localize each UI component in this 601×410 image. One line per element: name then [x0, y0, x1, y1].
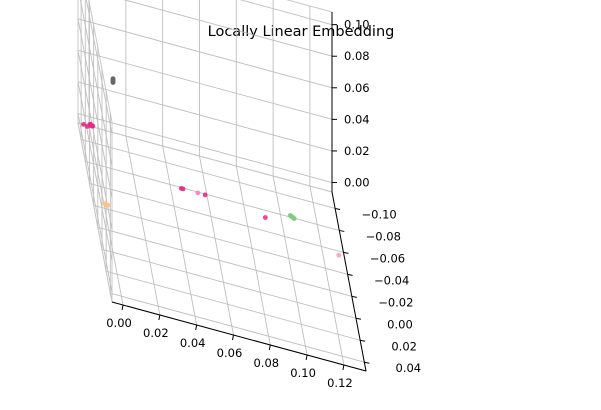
- x-grid-floor: [272, 175, 308, 356]
- x-grid-floor: [199, 155, 234, 336]
- data-point-cluster-1: [105, 202, 111, 208]
- data-point-cluster-5: [195, 190, 201, 196]
- y-tick-label: 0.00: [387, 317, 413, 331]
- x-tick-label: 0.06: [217, 346, 243, 360]
- y-tick: [339, 229, 345, 232]
- x-axis-line: [111, 301, 367, 372]
- x-grid-floor: [125, 135, 161, 316]
- x-grid-floor: [162, 145, 198, 326]
- y-tick: [360, 339, 366, 342]
- y-tick-label: −0.08: [366, 229, 401, 243]
- y-grid-floor: [97, 226, 352, 297]
- axis-lines: [111, 12, 367, 372]
- x-tick: [231, 334, 234, 341]
- x-tick-label: 0.10: [290, 366, 316, 380]
- y-grid-floor: [110, 292, 365, 363]
- z-grid-back: [239, 0, 333, 26]
- x-tick: [305, 354, 308, 361]
- z-tick-label: 0.02: [344, 144, 370, 158]
- data-point-cluster-8: [336, 252, 342, 258]
- z-grid-left: [77, 50, 113, 230]
- data-point-cluster-7: [291, 216, 297, 222]
- grid-lines: [77, 0, 365, 366]
- y-tick-label: −0.06: [370, 251, 405, 265]
- y-tick: [335, 207, 341, 210]
- data-point-cluster-6: [262, 215, 268, 220]
- y-tick-label: 0.02: [391, 339, 417, 353]
- x-grid-floor: [309, 185, 345, 366]
- y-axis-line: [331, 191, 367, 372]
- y-tick: [343, 251, 349, 254]
- z-grid-left: [77, 18, 113, 198]
- data-point-cluster-2: [89, 123, 95, 129]
- y-tick: [355, 317, 362, 320]
- z-grid-left: [79, 0, 113, 167]
- z-tick-label: 0.04: [344, 112, 370, 126]
- y-tick-label: 0.04: [396, 361, 422, 375]
- y-grid-floor: [101, 248, 357, 319]
- data-point-cluster-4: [202, 192, 208, 198]
- y-tick-label: −0.02: [378, 295, 413, 309]
- z-grid-left: [77, 81, 113, 262]
- y-axis-ticks: −0.10 −0.08 −0.06 −0.04 −0.02 0.00 0.02 0.04: [335, 207, 421, 375]
- y-tick: [364, 361, 370, 364]
- z-grid-back: [77, 49, 333, 120]
- z-grid-back: [77, 81, 333, 152]
- y-grid-floor: [93, 204, 348, 275]
- x-tick-label: 0.02: [143, 326, 169, 340]
- x-tick-label: 0.08: [253, 356, 279, 370]
- x-axis-ticks: 0.00 0.02 0.04 0.06 0.08 0.10 0.12: [106, 304, 353, 390]
- data-point-cluster-0: [110, 80, 116, 85]
- x-tick: [342, 364, 345, 371]
- y-grid-floor: [89, 182, 344, 253]
- z-tick-label: 0.10: [344, 18, 370, 32]
- z-axis-ticks: 0.00 0.02 0.04 0.06 0.08 0.10: [332, 18, 370, 190]
- y-tick-label: −0.10: [362, 207, 397, 221]
- z-tick-label: 0.00: [344, 176, 370, 190]
- z-grid-back: [77, 113, 333, 183]
- z-tick-label: 0.06: [344, 81, 370, 95]
- z-grid-back: [123, 0, 333, 57]
- z-grid-left: [77, 113, 113, 293]
- z-tick-label: 0.08: [344, 49, 370, 63]
- y-tick-label: −0.04: [374, 273, 409, 287]
- y-tick: [347, 273, 353, 276]
- x-grid-floor: [235, 165, 271, 346]
- y-grid-floor: [85, 161, 340, 231]
- x-tick: [195, 324, 198, 331]
- x-tick: [121, 304, 124, 311]
- x-tick: [268, 344, 271, 351]
- x-tick-label: 0.04: [180, 336, 206, 350]
- x-tick: [158, 314, 161, 321]
- y-grid-floor: [81, 139, 336, 209]
- data-point-cluster-2: [81, 122, 86, 127]
- y-tick: [351, 295, 357, 298]
- data-point-cluster-2: [85, 124, 90, 129]
- x-tick-label: 0.12: [327, 376, 353, 390]
- chart-title: Locally Linear Embedding: [208, 24, 395, 40]
- data-point-cluster-7: [287, 213, 293, 218]
- z-grid-back: [77, 18, 333, 89]
- scatter-points: [81, 76, 342, 258]
- y-grid-floor: [106, 270, 361, 341]
- x-tick-label: 0.00: [106, 316, 132, 330]
- z-grid-left: [85, 0, 113, 135]
- data-point-cluster-3: [180, 186, 186, 192]
